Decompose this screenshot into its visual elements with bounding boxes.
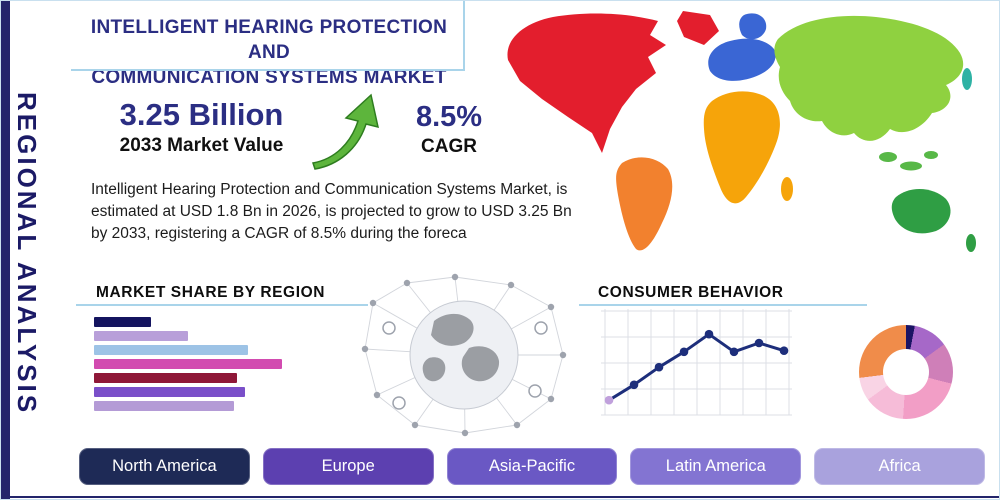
- map-south-america: [616, 157, 673, 251]
- title-underline: [71, 69, 464, 71]
- map-southeast-asia: [879, 152, 897, 162]
- page-title-line2: COMMUNICATION SYSTEMS MARKET: [91, 67, 447, 89]
- region-button-europe[interactable]: Europe: [262, 448, 434, 485]
- cagr-stat-block: 8.5% CAGR: [399, 101, 499, 158]
- vertical-section-label: REGIONAL ANALYSIS: [12, 92, 42, 416]
- globe-network-graphic: [361, 273, 567, 437]
- map-new-zealand: [966, 234, 976, 252]
- map-japan: [962, 68, 972, 90]
- market-value-label: 2033 Market Value: [119, 135, 284, 156]
- market-value-stat: 3.25 Billion: [119, 97, 284, 132]
- map-southeast-asia: [924, 151, 938, 159]
- region-button-asia-pacific[interactable]: Asia-Pacific: [446, 448, 618, 485]
- region-button-africa[interactable]: Africa: [814, 448, 985, 485]
- consumer-line-plot: [601, 309, 792, 416]
- map-europe: [708, 38, 776, 81]
- bar-region-6: [94, 401, 234, 411]
- consumer-behavior-heading: CONSUMER BEHAVIOR: [598, 284, 784, 301]
- consumer-behavior-underline: [579, 304, 867, 306]
- left-accent-bar: [1, 1, 10, 499]
- region-button-latin-america[interactable]: Latin America: [630, 448, 802, 485]
- map-africa: [703, 91, 780, 204]
- market-share-heading: MARKET SHARE BY REGION: [96, 284, 326, 301]
- map-southeast-asia: [900, 161, 922, 171]
- market-share-underline: [76, 304, 368, 306]
- bar-region-5: [94, 387, 245, 397]
- map-madagascar: [781, 177, 793, 201]
- bar-region-0: [94, 317, 151, 327]
- title-divider-line: [463, 1, 465, 71]
- market-summary-text: Intelligent Hearing Protection and Commu…: [91, 181, 572, 242]
- region-button-north-america[interactable]: North America: [79, 448, 250, 485]
- bar-region-1: [94, 331, 188, 341]
- consumer-donut-chart: [859, 325, 953, 419]
- map-asia: [774, 15, 964, 141]
- network-hub-nodes: [382, 321, 548, 410]
- bar-region-4: [94, 373, 237, 383]
- map-scandinavia: [739, 13, 767, 40]
- map-greenland: [677, 11, 719, 45]
- bottom-accent-line: [1, 496, 999, 498]
- map-north-america: [507, 13, 666, 153]
- page-title-line1: INTELLIGENT HEARING PROTECTION AND: [90, 17, 448, 64]
- network-nodes: [361, 273, 567, 437]
- world-map: [507, 11, 976, 252]
- bar-region-3: [94, 359, 282, 369]
- cagr-label: CAGR: [421, 136, 477, 157]
- cagr-stat: 8.5%: [415, 101, 483, 133]
- page-title: INTELLIGENT HEARING PROTECTION AND COMMU…: [69, 15, 469, 90]
- globe-continents: [422, 313, 500, 382]
- bar-region-2: [94, 345, 248, 355]
- growth-arrow-icon: [312, 93, 379, 170]
- map-australia: [891, 188, 951, 234]
- market-value-stat-block: 3.25 Billion 2033 Market Value: [89, 97, 314, 157]
- market-share-bar-chart: [94, 317, 294, 415]
- region-buttons: North America Europe Asia-Pacific Latin …: [79, 448, 985, 485]
- growth-arrow-shape: [312, 93, 379, 170]
